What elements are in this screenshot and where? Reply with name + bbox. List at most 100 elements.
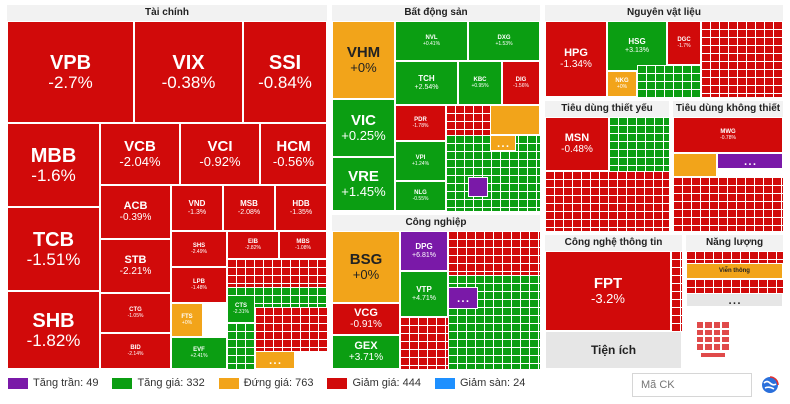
tile-PDR[interactable]: PDR -1.78% (395, 105, 446, 141)
tile-NLG[interactable]: NLG -0.55% (395, 181, 446, 211)
tile-VPI[interactable]: VPI +1.24% (395, 141, 446, 181)
tile-change: +2.41% (190, 352, 208, 359)
tile-NKG[interactable]: NKG +0% (607, 71, 637, 97)
tile-NVL[interactable]: NVL +0.41% (395, 21, 468, 61)
tile-BSG[interactable]: BSG +0% (332, 231, 400, 303)
ceiling-tile[interactable]: ... (717, 153, 783, 169)
small-tiles-mosaic[interactable] (255, 307, 327, 351)
tile-MBS[interactable]: MBS -1.08% (279, 231, 327, 259)
small-tiles-mosaic[interactable] (686, 279, 783, 293)
tile-SHB[interactable]: SHB -1.82% (7, 291, 100, 369)
tile-DPG[interactable]: DPG +6.81% (400, 231, 448, 271)
small-tiles-mosaic[interactable] (400, 317, 448, 369)
small-flat-tile[interactable] (490, 105, 540, 135)
globe-icon[interactable] (761, 376, 779, 394)
small-tiles-mosaic[interactable] (446, 105, 490, 135)
tile-SHS[interactable]: SHS -2.49% (171, 231, 227, 267)
sector-title[interactable]: Tài chính (7, 5, 327, 21)
sector-title[interactable]: Công nghệ thông tin (545, 235, 682, 251)
tile-VCI[interactable]: VCI -0.92% (180, 123, 260, 185)
tile-change: -2.31% (233, 308, 249, 315)
tile-MBB[interactable]: MBB -1.6% (7, 123, 100, 207)
stock-search-input[interactable] (632, 373, 752, 397)
small-tiles-mosaic[interactable] (545, 171, 669, 231)
tile-VPB[interactable]: VPB -2.7% (7, 21, 134, 123)
small-tiles-mosaic[interactable] (609, 117, 669, 171)
sector-title[interactable]: Bất động sản (332, 5, 540, 21)
tile-change: -1.34% (560, 58, 592, 70)
tile-symbol: SHB (32, 309, 75, 332)
tile-symbol: LPB (193, 279, 205, 286)
tile-change: +6.81% (412, 251, 436, 259)
sector-title[interactable]: Tiêu dùng thiết yếu (545, 101, 669, 117)
tile-VND[interactable]: VND -1.3% (171, 185, 223, 231)
tile-HDB[interactable]: HDB -1.35% (275, 185, 327, 231)
tile-SSI[interactable]: SSI -0.84% (243, 21, 327, 123)
tile-change: -2.21% (119, 265, 152, 277)
tile-EIB[interactable]: EIB -2.82% (227, 231, 279, 259)
tile-STB[interactable]: STB -2.21% (100, 239, 171, 293)
tile-change: -0.38% (161, 72, 216, 92)
tile-VIC[interactable]: VIC +0.25% (332, 99, 395, 157)
tile-VHM[interactable]: VHM +0% (332, 21, 395, 99)
tile-change: -0.39% (119, 211, 152, 223)
logo-icon (691, 320, 735, 362)
tile-DIG[interactable]: DIG -1.56% (502, 61, 540, 105)
sector-title[interactable]: Năng lượng (686, 235, 783, 251)
tile-MWG[interactable]: MWG -0.78% (673, 117, 783, 153)
small-tiles-mosaic[interactable] (637, 65, 701, 97)
sector-title[interactable]: Nguyên vật liệu (545, 5, 783, 21)
tile-CTS[interactable]: CTS -2.31% (227, 295, 255, 323)
tile-ACB[interactable]: ACB -0.39% (100, 185, 171, 239)
ceiling-tile[interactable] (468, 177, 488, 197)
tile-symbol: MBB (30, 144, 77, 167)
tile-MSN[interactable]: MSN -0.48% (545, 117, 609, 171)
tile-change: +1.45% (341, 184, 386, 200)
tile-DGC[interactable]: DGC -1.7% (667, 21, 701, 65)
small-tiles-mosaic[interactable] (686, 251, 783, 263)
sector-title[interactable]: Tiêu dùng không thiết yếu (673, 101, 783, 130)
tile-EVF[interactable]: EVF +2.41% (171, 337, 227, 369)
more-tiles-button[interactable]: ... (255, 351, 295, 369)
tile-FTS[interactable]: FTS +0% (171, 303, 203, 337)
tile-VTP[interactable]: VTP +4.71% (400, 271, 448, 317)
sector-tien-ich[interactable]: Tiện ích (545, 331, 682, 369)
sector-title: Viễn thông (719, 267, 750, 274)
tile-symbol: BID (130, 345, 141, 352)
tile-VCB[interactable]: VCB -2.04% (100, 123, 180, 185)
tile-LPB[interactable]: LPB -1.48% (171, 267, 227, 303)
tile-DXG[interactable]: DXG +1.53% (468, 21, 540, 61)
tile-FPT[interactable]: FPT -3.2% (545, 251, 671, 331)
small-tiles-mosaic[interactable] (673, 177, 783, 231)
tile-HCM[interactable]: HCM -0.56% (260, 123, 327, 185)
tile-HPG[interactable]: HPG -1.34% (545, 21, 607, 97)
small-tiles-mosaic[interactable] (448, 231, 540, 275)
small-flat-tile[interactable]: Viễn thông (686, 263, 783, 279)
tile-change: +1.53% (495, 40, 513, 47)
tile-VIX[interactable]: VIX -0.38% (134, 21, 243, 123)
small-tiles-mosaic[interactable] (671, 251, 682, 331)
tile-change: +4.71% (412, 294, 436, 302)
tile-KBC[interactable]: KBC +0.95% (458, 61, 502, 105)
tile-HSG[interactable]: HSG +3.13% (607, 21, 667, 71)
tile-TCB[interactable]: TCB -1.51% (7, 207, 100, 291)
tile-MSB[interactable]: MSB -2.08% (223, 185, 275, 231)
tile-symbol: SSI (268, 51, 302, 74)
tile-change: -0.48% (561, 143, 593, 155)
tile-symbol: FTS (181, 314, 193, 321)
tile-CTG[interactable]: CTG -1.05% (100, 293, 171, 333)
small-flat-tile[interactable] (673, 153, 717, 177)
small-tiles-mosaic[interactable] (227, 259, 327, 287)
tile-symbol: NLG (414, 190, 427, 197)
tile-TCH[interactable]: TCH +2.54% (395, 61, 458, 105)
tile-BID[interactable]: BID -2.14% (100, 333, 171, 369)
ceiling-tile[interactable]: ... (448, 287, 478, 309)
small-tiles-mosaic[interactable] (701, 21, 783, 97)
more-tiles-button[interactable]: ... (490, 135, 516, 151)
more-tiles-button[interactable]: ... (686, 293, 783, 307)
tile-GEX[interactable]: GEX +3.71% (332, 335, 400, 369)
small-tiles-mosaic[interactable] (227, 323, 255, 369)
tile-VRE[interactable]: VRE +1.45% (332, 157, 395, 211)
sector-title[interactable]: Công nghiệp (332, 215, 540, 231)
tile-VCG[interactable]: VCG -0.91% (332, 303, 400, 335)
